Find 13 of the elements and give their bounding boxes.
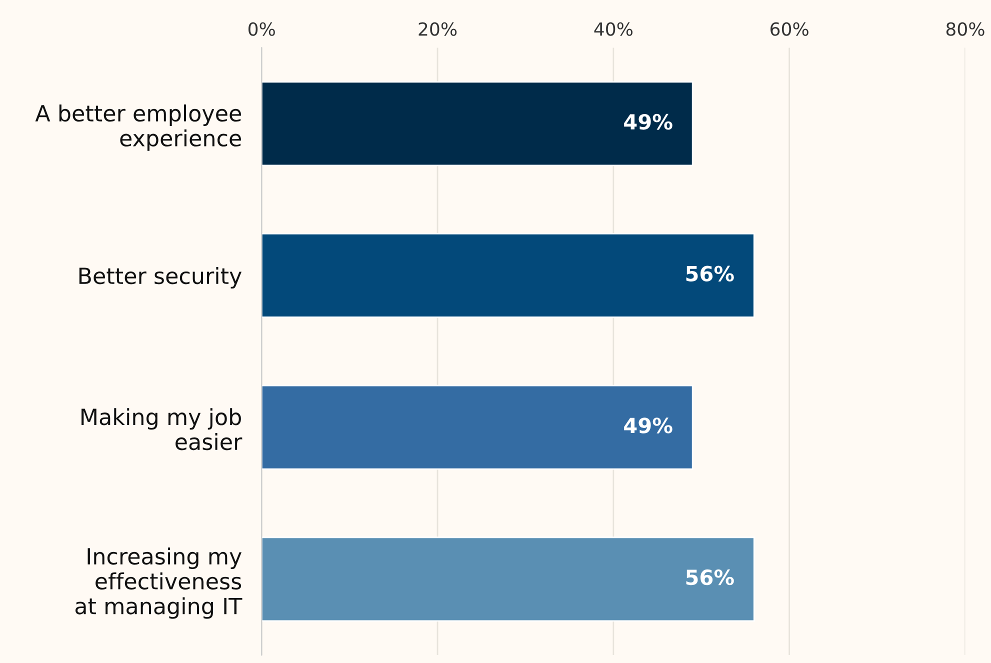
x-tick-label: 0% — [248, 22, 275, 36]
y-tick-label: Making my job easier — [82, 408, 242, 450]
data-label: 49% — [624, 114, 672, 130]
x-tick-label: 60% — [770, 22, 808, 36]
x-tick-label: 20% — [418, 22, 457, 36]
y-tick-label: Increasing my effectiveness at managing IT — [75, 547, 242, 619]
data-label: 49% — [624, 418, 672, 434]
y-tick-label: Better security — [79, 267, 242, 289]
data-label: 56% — [686, 569, 734, 586]
x-tick-label: 40% — [594, 22, 632, 36]
data-label: 56% — [686, 266, 734, 282]
y-tick-label: A better employee experience — [35, 104, 241, 151]
x-tick-label: 80% — [946, 22, 984, 36]
